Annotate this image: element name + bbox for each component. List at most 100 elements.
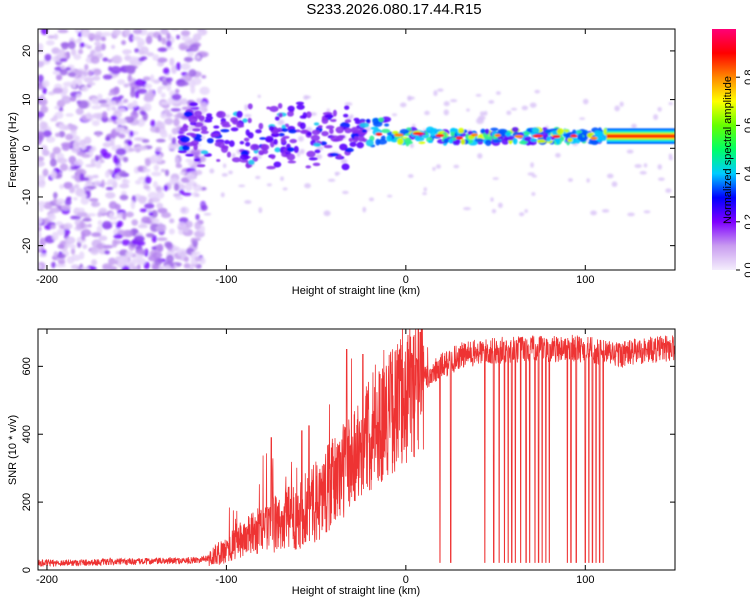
heatmap-cell [145,232,155,238]
heatmap-cell [518,212,525,217]
heatmap-cell [168,133,173,141]
heatmap-cell [70,247,76,255]
heatmap-cell [74,183,80,189]
heatmap-cell [81,233,86,241]
heatmap-cell [87,82,96,86]
heatmap-cell [257,94,261,98]
heatmap-cell [152,251,163,259]
heatmap-cell [113,234,123,239]
heatmap-cell [56,228,65,236]
heatmap-cell [102,244,114,249]
heatmap-cell [435,133,445,138]
heatmap-cell [91,200,97,207]
heatmap-cell [245,141,251,147]
heatmap-cell [121,239,131,246]
heatmap-cell [58,123,64,130]
heatmap-cell [131,219,139,226]
heatmap-cell [217,111,223,117]
heatmap-cell [155,185,162,193]
heatmap-cell [61,95,72,105]
heatmap-cell [49,152,56,160]
heatmap-cell [185,220,193,229]
heatmap-cell [187,126,195,131]
heatmap-cell [343,113,349,118]
heatmap-cell [171,137,177,145]
heatmap-cell [101,32,112,37]
heatmap-cell [98,154,103,160]
heatmap-cell [69,186,75,194]
heatmap-cell [73,53,82,60]
heatmap-cell [209,168,215,174]
heatmap-cell [168,228,175,235]
heatmap-cell [299,122,306,130]
heatmap-cell [514,134,524,139]
heatmap-cell [80,196,90,205]
heatmap-cell [116,144,122,149]
heatmap-cell [221,145,229,150]
heatmap-cell [244,114,252,118]
heatmap-cell [170,180,182,186]
heatmap-cell [204,118,213,123]
heatmap-cell [101,111,108,119]
heatmap-cell [188,69,197,78]
heatmap-cell [67,71,77,78]
x-tick-label: -200 [36,274,58,286]
heatmap-cell [317,125,323,129]
heatmap-cell [196,29,205,32]
heatmap-cell [67,124,78,131]
heatmap-cell [134,79,146,86]
heatmap-cell [611,181,618,187]
heatmap-cell [191,170,198,175]
heatmap-cell [38,134,44,143]
heatmap-cell [216,159,221,162]
heatmap-cell [95,161,102,169]
heatmap-cell [579,117,586,120]
heatmap-cell [160,29,169,35]
heatmap-cell [190,133,197,138]
heatmap-cell [567,178,573,182]
heatmap-cell [157,207,168,214]
heatmap-cell [165,46,174,51]
heatmap-cell [156,202,164,209]
heatmap-cell [102,263,113,270]
heatmap-cell [50,224,56,230]
heatmap-cell [555,153,561,158]
heatmap-cell [546,136,552,142]
heatmap-cell [90,55,100,64]
heatmap-cell [38,156,45,162]
heatmap-cell [657,164,663,170]
colorbar-ticks: 0.0 0.2 0.4 0.6 0.8 [736,70,750,278]
heatmap-cell [143,103,152,112]
heatmap-cell [73,160,84,166]
heatmap-cell [130,86,135,93]
heatmap-cell [55,221,63,226]
heatmap-cell [271,132,280,138]
heatmap-cell [531,174,537,178]
heatmap-cell [443,109,449,116]
heatmap-cell [69,244,77,250]
heatmap-cell [38,263,42,270]
heatmap-cell [224,114,231,118]
heatmap-cell [68,40,76,50]
heatmap-cell [236,110,243,118]
heatmap-cell [492,177,499,180]
colorbar-tick-label: 0.0 [743,262,750,277]
heatmap-cell [42,87,47,95]
x-tick-label: 100 [576,274,594,286]
spectrogram-noise-blobs [38,29,673,270]
heatmap-cell [192,33,202,42]
colorbar-label: Normalized spectral amplitude [722,76,734,224]
heatmap-cell [117,259,126,268]
heatmap-cell [344,119,352,123]
heatmap-cell [190,140,199,146]
heatmap-cell [278,132,285,137]
heatmap-cell [266,106,271,110]
heatmap-cell [362,206,367,213]
heatmap-cell [527,172,535,176]
heatmap-cell [314,149,321,154]
heatmap-cell [196,97,202,104]
heatmap-cell [57,49,66,55]
heatmap-cell [259,137,267,140]
heatmap-cell [115,148,127,156]
heatmap-cell [340,158,348,165]
